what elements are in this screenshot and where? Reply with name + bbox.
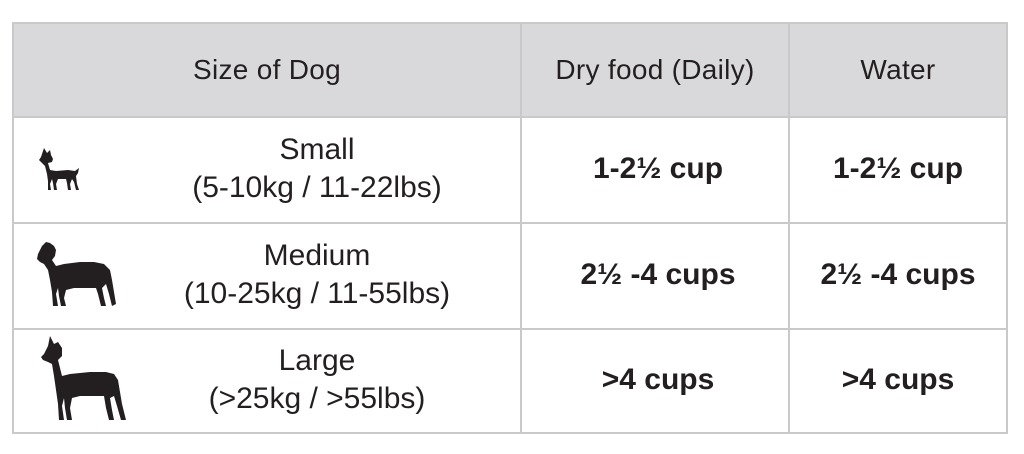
- water-value: >4 cups: [841, 363, 955, 396]
- table-row: Medium (10-25kg / 11-55lbs) 2½ -4 cups 2…: [14, 222, 1006, 330]
- header-water-label: Water: [860, 54, 936, 85]
- header-dry-food-label: Dry food (Daily): [555, 54, 755, 85]
- size-label: Medium (10-25kg / 11-55lbs): [154, 237, 480, 313]
- dry-food-cell: >4 cups: [522, 328, 790, 432]
- size-label: Large (>25kg / >55lbs): [154, 342, 480, 418]
- small-dog-icon: [39, 148, 79, 190]
- table-row: Large (>25kg / >55lbs) >4 cups >4 cups: [14, 328, 1006, 432]
- water-value: 2½ -4 cups: [820, 258, 976, 291]
- size-cell: Small (5-10kg / 11-22lbs): [14, 116, 522, 222]
- size-cell: Large (>25kg / >55lbs): [14, 328, 522, 432]
- dry-food-cell: 1-2½ cup: [522, 116, 790, 222]
- header-size-label: Size of Dog: [192, 54, 342, 85]
- header-size-cell: Size of Dog: [14, 24, 522, 116]
- table-header-row: Size of Dog Dry food (Daily) Water: [14, 24, 1006, 118]
- dry-food-value: 2½ -4 cups: [580, 258, 736, 291]
- dry-food-cell: 2½ -4 cups: [522, 222, 790, 328]
- water-cell: >4 cups: [790, 328, 1006, 432]
- header-dry-food-cell: Dry food (Daily): [522, 24, 790, 116]
- size-name: Small: [279, 133, 355, 166]
- water-value: 1-2½ cup: [832, 152, 964, 185]
- water-cell: 1-2½ cup: [790, 116, 1006, 222]
- dry-food-value: >4 cups: [601, 363, 715, 396]
- table-row: Small (5-10kg / 11-22lbs) 1-2½ cup 1-2½ …: [14, 116, 1006, 224]
- water-cell: 2½ -4 cups: [790, 222, 1006, 328]
- size-cell: Medium (10-25kg / 11-55lbs): [14, 222, 522, 328]
- header-water-cell: Water: [790, 24, 1006, 116]
- dog-feeding-table: Size of Dog Dry food (Daily) Water Small…: [12, 22, 1008, 434]
- size-name: Large: [278, 344, 356, 377]
- dry-food-value: 1-2½ cup: [592, 152, 724, 185]
- size-range: (5-10kg / 11-22lbs): [192, 171, 442, 204]
- size-range: (10-25kg / 11-55lbs): [183, 277, 451, 310]
- size-name: Medium: [263, 239, 371, 272]
- large-dog-icon: [41, 336, 126, 420]
- size-label: Small (5-10kg / 11-22lbs): [154, 131, 480, 207]
- size-range: (>25kg / >55lbs): [208, 382, 426, 415]
- medium-dog-icon: [37, 242, 116, 306]
